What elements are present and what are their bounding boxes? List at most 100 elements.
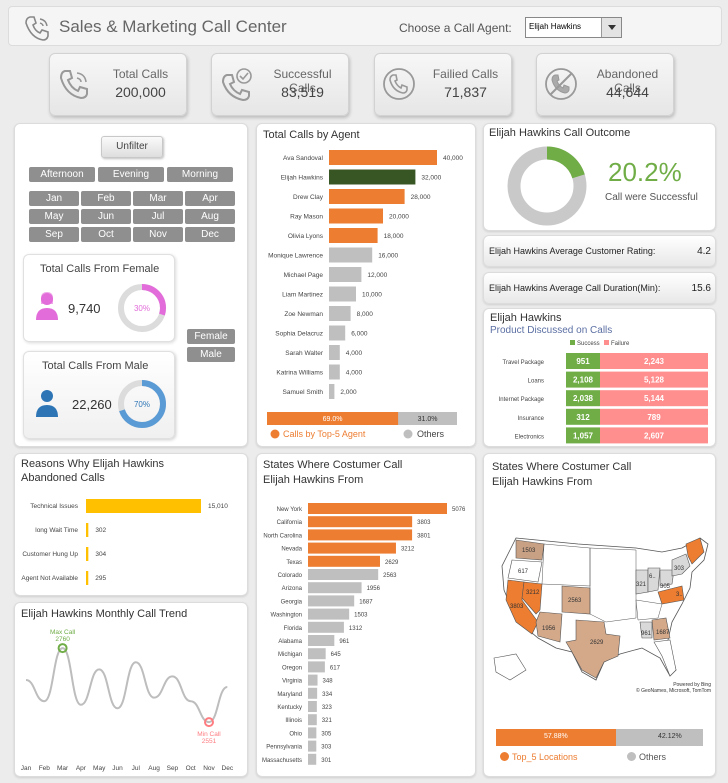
us-map: 1503 617 3803 3212 1956 2563 2629 321 6.… [493,537,709,681]
state-value-label: 961 [339,639,350,645]
outcome-percentage: 20.2% [608,157,682,187]
states-title-line1: States Where Costumer Call [263,459,403,471]
state-value-label: 3803 [417,520,431,526]
map-label-ohio: 305 [660,584,671,590]
state-bar [308,701,317,712]
agent-name-label: Ray Mason [290,214,323,221]
male-donut-arc [118,380,166,428]
kpi-value: 71,837 [444,84,487,100]
trend-min-value: 2551 [202,738,217,745]
state-name-label: Florida [284,626,303,632]
agent-top5-bar [267,412,399,425]
agent-top5-label: 69.0% [323,416,343,423]
slicer-month-apr[interactable]: Apr [185,191,235,206]
slicer-morning[interactable]: Morning [167,167,233,182]
state-name-label: Texas [286,560,302,566]
reason-label: long Wait Time [35,527,78,534]
slicer-month-jan[interactable]: Jan [29,191,79,206]
trend-month-label: Nov [203,765,215,772]
trend-month-label: Aug [148,765,160,772]
phone-check-icon [221,68,252,102]
product-failure-value: 5,128 [644,376,665,385]
agent-value-label: 40,000 [443,155,463,162]
agent-value-label: 4,000 [346,370,363,377]
agent-name-label: Katrina Williams [276,370,323,377]
state-bar [308,542,396,554]
kpi-abandoned-calls: Abandoned Calls 44,644 [536,53,674,116]
kpi-value: 44,644 [606,84,649,100]
trend-month-label: Mar [57,765,69,772]
male-value: 22,260 [72,397,112,412]
states-bar-chart: New York 5076 California 3803 North Carolina… [262,503,466,765]
map-top5-label: 57.88% [544,733,568,740]
legend-failure-swatch [604,340,609,345]
slicer-afternoon[interactable]: Afternoon [29,167,95,182]
male-pct-label: 70% [134,400,150,409]
unfilter-button[interactable]: Unfilter [101,136,163,158]
slicer-month-mar[interactable]: Mar [133,191,183,206]
filter-panel: Unfilter Afternoon Evening Morning Jan F… [14,123,248,447]
slicer-month-dec[interactable]: Dec [185,227,235,242]
reasons-title-line2: Abandoned Calls [21,472,105,484]
agent-bar [329,286,356,302]
state-name-label: Colorado [278,573,303,579]
slicer-month-sep[interactable]: Sep [29,227,79,242]
state-value-label: 1312 [349,626,363,632]
outcome-panel: Elijah Hawkins Call Outcome 20.2% Call w… [483,123,716,231]
state-name-label: New York [277,507,303,513]
slicer-month-jul[interactable]: Jul [133,209,183,224]
agent-bar [329,169,416,185]
agent-select[interactable]: Elijah Hawkins [525,17,622,38]
male-donut: 70% [118,380,166,428]
chevron-down-icon[interactable] [601,18,621,37]
agent-bar [329,189,405,204]
state-bar [308,621,344,633]
agent-value-label: 2,000 [340,389,357,396]
agent-name-label: Michael Page [284,272,324,279]
legend-dot-icon [627,752,636,761]
product-success-bar [566,353,600,369]
product-success-bar [566,390,600,407]
slicer-female[interactable]: Female [187,329,235,344]
reason-label: Customer Hung Up [22,551,78,558]
map-legend-top5-label: Top_5 Locations [512,752,578,762]
duration-label: Elijah Hawkins Average Call Duration(Min… [489,283,661,293]
state-bar [308,727,317,739]
reason-bar [86,523,89,537]
map-label-california: 3803 [510,604,524,610]
outcome-donut [507,146,587,226]
slicer-month-aug[interactable]: Aug [185,209,235,224]
state-value-label: 1956 [367,586,381,592]
trend-panel: Elijah Hawkins Monthly Call Trend Max Ca… [14,602,248,777]
agent-others-label: 31.0% [418,416,438,423]
reason-value-label: 302 [95,527,106,534]
product-failure-value: 789 [647,413,661,422]
slicer-evening[interactable]: Evening [98,167,164,182]
state-value-label: 1687 [359,599,373,605]
agent-name-label: Monique Lawrence [268,253,323,260]
product-title-line1: Elijah Hawkins [490,312,562,324]
trend-max-value: 2760 [55,636,70,643]
outcome-title: Elijah Hawkins Call Outcome [489,127,631,139]
state-value-label: 3801 [417,533,431,539]
slicer-male[interactable]: Male [187,347,235,362]
map-label-alabama: 961 [641,631,652,637]
state-value-label: 2629 [385,560,399,566]
kpi-failed-calls: Failied Calls 71,837 [374,53,512,116]
states-panel: States Where Costumer Call Elijah Hawkin… [256,453,476,777]
slicer-month-jun[interactable]: Jun [81,209,131,224]
phone-icon [25,16,49,41]
agent-name-label: Ava Sandoval [283,155,324,162]
state-name-label: Washington [271,613,302,619]
agent-name-label: Liam Martinez [282,292,323,299]
slicer-month-feb[interactable]: Feb [81,191,131,206]
slicer-month-nov[interactable]: Nov [133,227,183,242]
map-label-oregon: 617 [518,569,529,575]
map-legend-top5: Top_5 Locations [500,752,578,762]
map-top5-bar: 57.88% 42.12% [496,729,703,746]
agent-bar [329,306,351,321]
state-bar [308,608,350,620]
agent-label: Choose a Call Agent: [399,21,512,35]
slicer-month-oct[interactable]: Oct [81,227,131,242]
slicer-month-may[interactable]: May [29,209,79,224]
